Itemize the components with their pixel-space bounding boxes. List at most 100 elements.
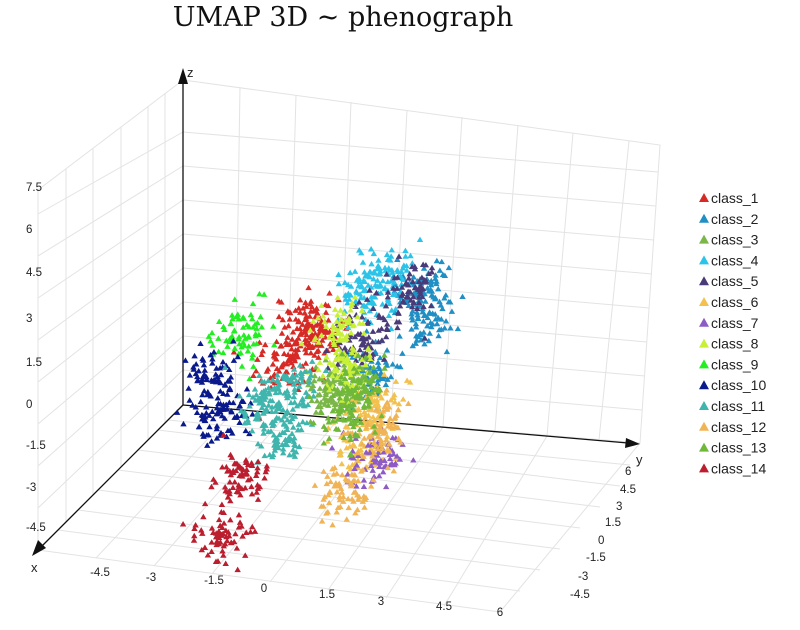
data-point	[383, 362, 391, 368]
legend-item[interactable]: class_14	[699, 460, 766, 476]
data-point	[409, 317, 416, 323]
data-point	[361, 409, 368, 415]
data-point	[275, 378, 282, 384]
data-point	[279, 362, 286, 368]
data-point	[307, 385, 315, 392]
data-point	[272, 444, 279, 450]
data-point	[346, 414, 354, 421]
data-point	[245, 323, 253, 330]
data-point	[193, 409, 201, 416]
data-point	[375, 363, 382, 370]
data-point	[212, 479, 219, 485]
data-point	[435, 332, 442, 339]
data-point	[257, 398, 265, 405]
data-point	[342, 369, 350, 375]
data-point	[291, 386, 298, 392]
data-point	[364, 388, 371, 394]
data-point	[348, 302, 355, 309]
data-point	[215, 540, 223, 547]
legend-item[interactable]: class_13	[699, 440, 766, 456]
data-point	[210, 349, 218, 355]
data-point	[259, 410, 267, 416]
data-point	[289, 336, 296, 342]
x-tick-label: -3	[146, 572, 156, 584]
legend-item[interactable]: class_11	[699, 398, 765, 414]
data-point	[353, 483, 360, 489]
data-point	[392, 378, 400, 384]
data-point	[251, 528, 259, 534]
legend-item[interactable]: class_7	[699, 315, 759, 331]
data-point	[242, 552, 249, 558]
data-point	[352, 430, 359, 437]
data-point	[333, 366, 340, 372]
z-ticks: 7.5 6 4.5 3 1.5 0 -1.5 -3 -4.5	[26, 182, 46, 534]
data-point	[212, 371, 219, 377]
data-point	[393, 412, 400, 418]
legend-marker-icon	[699, 338, 709, 348]
data-point	[229, 430, 236, 436]
data-point	[180, 420, 187, 427]
data-point	[239, 533, 246, 539]
legend-item[interactable]: class_5	[699, 273, 759, 289]
data-point	[270, 323, 277, 329]
data-point	[266, 391, 273, 397]
data-point	[230, 399, 237, 406]
legend-item[interactable]: class_8	[699, 336, 759, 352]
data-point	[301, 368, 309, 374]
data-point	[370, 423, 378, 429]
y-tick-label: 3	[616, 501, 622, 513]
data-point	[357, 389, 365, 396]
data-point	[361, 504, 368, 510]
data-point	[409, 308, 416, 314]
data-point	[384, 256, 392, 263]
legend-item[interactable]: class_1	[699, 190, 759, 206]
data-point	[201, 500, 209, 507]
data-point	[354, 313, 361, 320]
y-tick-label: 1.5	[605, 517, 621, 529]
data-point	[414, 312, 421, 318]
data-point	[289, 415, 296, 421]
data-point	[320, 468, 327, 474]
data-point	[332, 356, 339, 363]
data-point	[179, 521, 187, 527]
z-tick-label: -3	[26, 482, 36, 494]
data-point	[347, 409, 355, 416]
legend-marker-icon	[699, 463, 709, 473]
data-point	[362, 303, 370, 309]
legend-item[interactable]: class_6	[699, 294, 759, 310]
data-point	[366, 369, 373, 375]
data-point	[402, 247, 409, 254]
data-point	[374, 401, 382, 408]
legend-item[interactable]: class_10	[699, 377, 766, 393]
data-point	[375, 257, 382, 263]
data-point	[385, 298, 392, 304]
y-tick-label: 0	[598, 535, 604, 547]
legend-item[interactable]: class_3	[699, 232, 759, 248]
data-point	[243, 466, 250, 473]
legend-item[interactable]: class_4	[699, 252, 759, 268]
data-point	[287, 436, 295, 442]
data-point	[289, 351, 296, 358]
data-point	[199, 412, 207, 418]
data-point	[215, 378, 222, 385]
data-point	[320, 496, 327, 502]
data-point	[220, 390, 227, 397]
data-point	[189, 402, 196, 408]
data-point	[269, 397, 276, 404]
data-point	[335, 390, 342, 396]
data-point	[325, 419, 332, 425]
legend-item[interactable]: class_2	[699, 211, 759, 227]
legend-item[interactable]: class_12	[699, 419, 766, 435]
data-point	[272, 408, 279, 414]
legend-item[interactable]: class_9	[699, 356, 759, 372]
data-point	[387, 253, 395, 259]
data-point	[378, 395, 385, 401]
data-point	[302, 346, 309, 352]
data-point	[336, 494, 343, 500]
data-point	[336, 321, 343, 327]
data-point	[229, 484, 237, 490]
data-point	[330, 324, 337, 331]
data-point	[381, 427, 389, 434]
data-point	[318, 409, 325, 416]
